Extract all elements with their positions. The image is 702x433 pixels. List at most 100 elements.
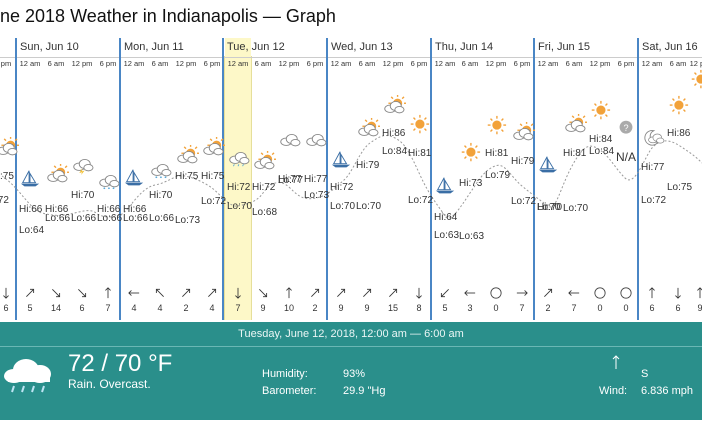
- low-temp-label: Lo:66: [97, 213, 123, 224]
- sun-icon[interactable]: [687, 69, 702, 91]
- day-header-thu[interactable]: Thu, Jun 14: [435, 41, 494, 53]
- cloud-icon[interactable]: [302, 128, 328, 150]
- sun-cloud-icon[interactable]: [173, 145, 199, 167]
- wind-speed-label: 0: [597, 303, 603, 313]
- wind-arrow-icon: [208, 288, 217, 297]
- sun-cloud-icon[interactable]: [199, 137, 225, 159]
- low-temp-label: Lo:64: [19, 225, 45, 236]
- sun-icon[interactable]: [665, 95, 691, 117]
- wind-arrow-icon: [235, 287, 241, 299]
- wind-arrow-icon: [78, 289, 87, 298]
- sailboat-icon[interactable]: [535, 154, 561, 176]
- low-temp-label: Lo:73: [304, 190, 330, 201]
- calm-wind-icon: [620, 287, 632, 299]
- wind-speed-label: 4: [131, 303, 137, 313]
- high-temp-label: Hi:77: [304, 174, 328, 185]
- sailboat-icon[interactable]: [432, 175, 458, 197]
- sun-icon[interactable]: [587, 100, 613, 122]
- humidity-label: Humidity:: [262, 368, 308, 380]
- day-header-wed[interactable]: Wed, Jun 13: [331, 41, 393, 53]
- low-temp-label: Lo:79: [485, 170, 511, 181]
- low-temp-label: Lo:66: [71, 213, 97, 224]
- low-temp-label: Lo:66: [123, 213, 149, 224]
- low-temp-label: Lo:66: [45, 213, 71, 224]
- high-temp-label: Hi:79: [356, 160, 380, 171]
- wind-direction-value: S: [641, 368, 649, 380]
- sun-cloud-icon[interactable]: [43, 164, 69, 186]
- high-temp-label: Hi:72: [330, 182, 354, 193]
- sun-cloud-icon[interactable]: [0, 137, 19, 159]
- low-temp-label: :72: [0, 195, 9, 206]
- wind-arrow-icon: [416, 287, 422, 299]
- sailboat-icon[interactable]: [328, 149, 354, 171]
- wind-arrow-icon: [26, 288, 35, 297]
- wind-arrow-icon: [286, 287, 292, 299]
- calm-wind-icon: [490, 287, 502, 299]
- hour-label: 12 am: [641, 59, 663, 68]
- wind-speed-label: 9: [697, 303, 702, 313]
- thunder-icon[interactable]: [69, 153, 95, 175]
- day-header-tue[interactable]: Tue, Jun 12: [227, 41, 285, 53]
- hour-label: 12 am: [123, 59, 145, 68]
- high-temp-label: Hi:81: [563, 148, 587, 159]
- day-divider: [326, 38, 328, 320]
- sun-cloud-icon[interactable]: [509, 122, 535, 144]
- day-divider: [222, 38, 224, 320]
- sun-cloud-icon[interactable]: [250, 151, 276, 173]
- high-temp-label: :75: [0, 171, 14, 182]
- low-temp-label: Lo:70: [227, 201, 253, 212]
- hour-label: 12 am: [434, 59, 456, 68]
- low-temp-label: Lo:63: [459, 231, 485, 242]
- snow-cloud-icon[interactable]: [147, 158, 173, 180]
- wind-arrow-icon: [182, 288, 191, 297]
- hour-label: 12 am: [227, 59, 249, 68]
- low-temp-label: Lo:77: [278, 175, 304, 186]
- wind-value: 6.836 mph: [641, 385, 693, 397]
- sun-cloud-icon[interactable]: [380, 95, 406, 117]
- sun-cloud-icon[interactable]: [561, 114, 587, 136]
- hour-label: 6 am: [565, 59, 583, 68]
- wind-speed-label: 6: [675, 303, 681, 313]
- wind-arrow-icon: [649, 287, 655, 299]
- wind-speed-label: 7: [571, 303, 577, 313]
- sailboat-icon[interactable]: [121, 167, 147, 189]
- wind-speed-label: 7: [519, 303, 525, 313]
- low-temp-label: Lo:66: [149, 213, 175, 224]
- wind-arrow-icon: [155, 288, 164, 297]
- low-temp-label: Lo:70: [330, 201, 356, 212]
- high-temp-label: Hi:72: [252, 182, 276, 193]
- day-header-sun[interactable]: Sun, Jun 10: [20, 41, 79, 53]
- wind-speed-label: 9: [338, 303, 344, 313]
- low-temp-label: Lo:63: [434, 230, 460, 241]
- sun-icon[interactable]: [406, 114, 432, 136]
- moon-icon[interactable]: [639, 127, 665, 149]
- wind-arrow-icon: [311, 288, 320, 297]
- high-temp-label: N/A: [616, 150, 637, 164]
- temperature-curve: [1, 135, 702, 219]
- svg-text:?: ?: [623, 123, 628, 133]
- day-header-mon[interactable]: Mon, Jun 11: [124, 41, 184, 53]
- sun-icon[interactable]: [483, 115, 509, 137]
- selected-period-highlight[interactable]: [224, 56, 252, 320]
- wind-arrow-icon: [544, 288, 553, 297]
- day-header-sat[interactable]: Sat, Jun 16: [642, 41, 698, 53]
- high-temp-label: Hi:86: [382, 128, 406, 139]
- sun-cloud-icon[interactable]: [354, 118, 380, 140]
- sun-icon[interactable]: [457, 142, 483, 164]
- high-temp-label: Hi:75: [175, 171, 199, 182]
- high-temp-label: Hi:66: [45, 204, 69, 215]
- low-temp-label: Lo:70: [563, 203, 589, 214]
- cloud-icon[interactable]: [276, 128, 302, 150]
- sailboat-icon[interactable]: [17, 168, 43, 190]
- hour-label: 12 am: [19, 59, 41, 68]
- day-header-fri[interactable]: Fri, Jun 15: [538, 41, 590, 53]
- rain-cloud-icon[interactable]: [225, 146, 251, 168]
- hour-label: 12 pm: [71, 59, 93, 68]
- low-temp-label: Lo:84: [382, 146, 408, 157]
- snow-cloud-icon[interactable]: [95, 169, 121, 191]
- wind-speed-label: 0: [623, 303, 629, 313]
- unknown-icon[interactable]: ?: [613, 118, 639, 140]
- selected-period-header[interactable]: [225, 38, 251, 56]
- detail-period-title: Tuesday, June 12, 2018, 12:00 am — 6:00 …: [238, 328, 464, 340]
- high-temp-label: Hi:64: [434, 212, 458, 223]
